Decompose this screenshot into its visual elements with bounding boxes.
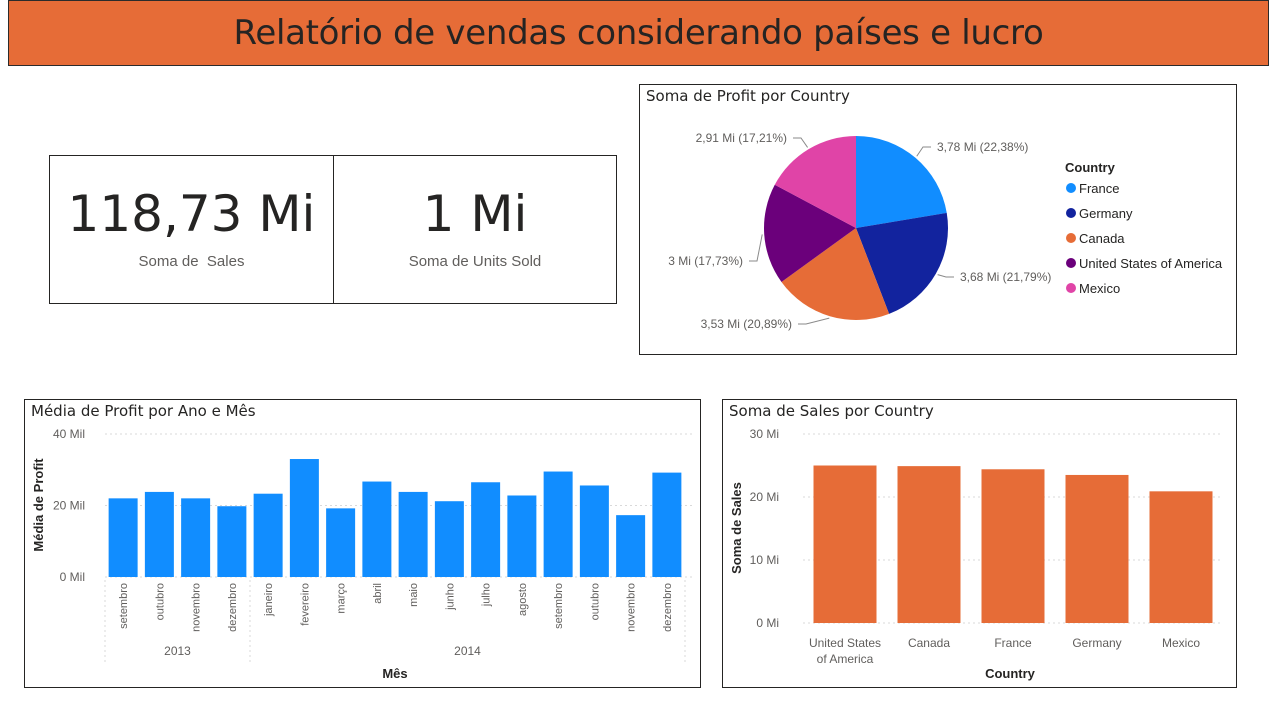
pie-data-label: 3,68 Mi (21,79%) — [960, 270, 1051, 284]
profit-by-month-panel[interactable]: Média de Profit por Ano e Mês 0 Mil 20 Mi… — [24, 399, 701, 688]
x-tick-label: setembro — [553, 583, 565, 629]
bar — [144, 491, 174, 577]
sales-by-country-title: Soma de Sales por Country — [729, 402, 934, 420]
bar — [507, 495, 537, 577]
bar — [181, 498, 211, 577]
x-tick-label: agosto — [517, 583, 529, 616]
bar — [326, 508, 356, 577]
kpi-card-units[interactable]: 1 Mi Soma de Units Sold — [333, 155, 617, 304]
x-tick-label: novembro — [191, 583, 203, 632]
y-tick-label: 40 Mil — [53, 427, 85, 441]
kpi-sales-label: Soma de Sales — [138, 253, 245, 270]
report-title-banner: Relatório de vendas considerando países … — [8, 0, 1269, 66]
bar — [108, 498, 138, 577]
bar — [434, 501, 464, 577]
pie-chart-title: Soma de Profit por Country — [646, 87, 850, 105]
pie-data-label: 3 Mi (17,73%) — [668, 254, 743, 268]
pie-leader-line — [916, 146, 931, 157]
legend-marker — [1066, 233, 1076, 243]
kpi-sales-value: 118,73 Mi — [67, 185, 316, 243]
x-tick-label: France — [994, 636, 1032, 650]
x-tick-label: fevereiro — [299, 583, 311, 626]
year-label: 2013 — [164, 644, 191, 658]
profit-by-month-chart[interactable]: 0 Mil 20 Mil 40 Mil Média de Profit setembro… — [25, 400, 700, 687]
x-tick-label: setembro — [118, 583, 130, 629]
profit-by-month-title: Média de Profit por Ano e Mês — [31, 402, 256, 420]
pie-slice — [781, 228, 890, 320]
bar — [616, 515, 646, 577]
legend-item: Mexico — [1079, 281, 1120, 296]
y-axis-label: Média de Profit — [31, 458, 46, 552]
bar — [217, 506, 247, 577]
pie-legend-title: Country — [1065, 160, 1116, 175]
bar — [289, 459, 319, 577]
x-tick-label: Canada — [908, 636, 950, 650]
bar — [253, 493, 283, 577]
legend-marker — [1066, 183, 1076, 193]
bar — [813, 465, 877, 623]
legend-item: Canada — [1079, 231, 1125, 246]
pie-slice — [764, 184, 856, 282]
bar — [398, 491, 428, 577]
y-tick-label: 0 Mil — [60, 570, 85, 584]
x-tick-label: outubro — [589, 583, 601, 620]
legend-item: United States of America — [1079, 256, 1223, 271]
pie-data-label: 3,78 Mi (22,38%) — [937, 140, 1028, 154]
x-tick-label: março — [336, 583, 348, 614]
pie-data-label: 2,91 Mi (17,21%) — [696, 131, 787, 145]
pie-slice — [856, 136, 947, 228]
pie-leader-line — [937, 274, 954, 278]
legend-item: Germany — [1079, 206, 1133, 221]
x-tick-label: outubro — [154, 583, 166, 620]
y-tick-label: 10 Mi — [750, 553, 779, 567]
kpi-units-value: 1 Mi — [422, 185, 528, 243]
kpi-card-sales[interactable]: 118,73 Mi Soma de Sales — [49, 155, 334, 304]
legend-marker — [1066, 283, 1076, 293]
sales-by-country-panel[interactable]: Soma de Sales por Country 0 Mi 10 Mi 20 Mi… — [722, 399, 1237, 688]
legend-marker — [1066, 208, 1076, 218]
x-tick-label: janeiro — [263, 583, 275, 617]
report-title: Relatório de vendas considerando países … — [233, 13, 1044, 53]
pie-leader-line — [793, 137, 809, 148]
x-axis-label: Mês — [382, 666, 407, 681]
sales-by-country-chart[interactable]: 0 Mi 10 Mi 20 Mi 30 Mi Soma de Sales United S… — [723, 400, 1236, 687]
x-tick-label: novembro — [626, 583, 638, 632]
x-axis-label: Country — [985, 666, 1036, 681]
y-tick-label: 20 Mi — [750, 490, 779, 504]
x-tick-label: maio — [408, 583, 420, 607]
legend-marker — [1066, 258, 1076, 268]
x-tick-label: Mexico — [1162, 636, 1200, 650]
kpi-units-label: Soma de Units Sold — [408, 253, 542, 270]
bar — [362, 481, 392, 577]
bar — [543, 471, 573, 577]
x-tick-label: Germany — [1072, 636, 1121, 650]
x-tick-label: julho — [481, 583, 493, 607]
pie-data-label: 3,53 Mi (20,89%) — [701, 317, 792, 331]
x-tick-label: dezembro — [227, 583, 239, 632]
pie-chart-panel[interactable]: Soma de Profit por Country 3,78 Mi (22,3… — [639, 84, 1237, 355]
bar — [1149, 491, 1213, 623]
y-tick-label: 20 Mil — [53, 499, 85, 513]
pie-leader-line — [749, 234, 763, 262]
pie-chart[interactable]: 3,78 Mi (22,38%) 3,68 Mi (21,79%) 3,53 Mi … — [640, 85, 1236, 354]
y-axis-label: Soma de Sales — [729, 482, 744, 574]
x-tick-label: junho — [444, 583, 456, 611]
pie-slice — [774, 136, 856, 228]
y-tick-label: 30 Mi — [750, 427, 779, 441]
bar — [897, 466, 961, 623]
bar — [579, 485, 609, 577]
legend-item: France — [1079, 181, 1119, 196]
x-tick-label: United States of America — [809, 636, 881, 666]
bar — [471, 482, 501, 577]
pie-slice — [856, 212, 948, 314]
bar — [981, 469, 1045, 623]
x-tick-label: abril — [372, 583, 384, 604]
bar — [1065, 474, 1129, 623]
pie-leader-line — [798, 317, 830, 325]
x-tick-label: dezembro — [662, 583, 674, 632]
y-tick-label: 0 Mi — [756, 616, 779, 630]
bar — [652, 472, 682, 577]
year-label: 2014 — [454, 644, 481, 658]
